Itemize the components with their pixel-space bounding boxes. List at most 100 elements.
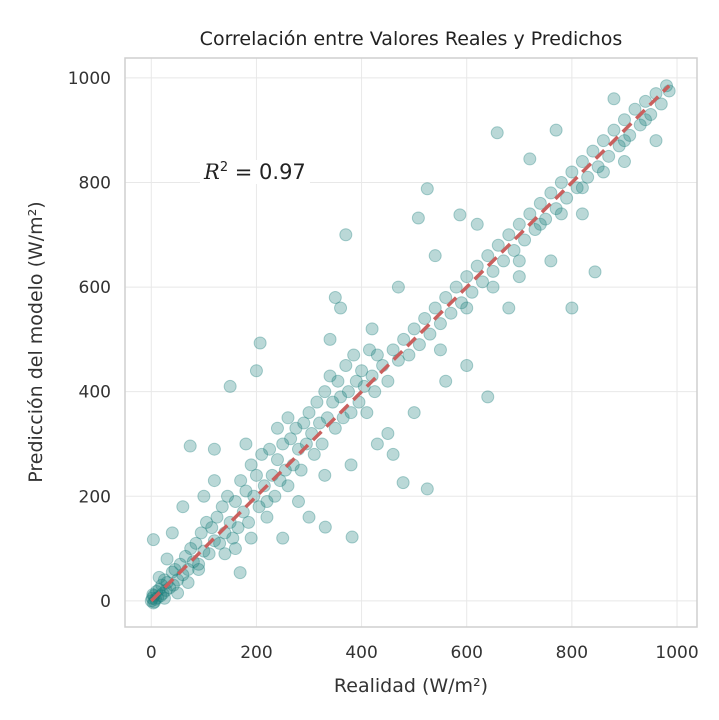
data-point (570, 181, 584, 195)
data-point (617, 155, 631, 169)
data-point (244, 531, 258, 545)
data-point (402, 348, 416, 362)
data-point (260, 494, 274, 508)
y-tick-label: 200 (79, 487, 111, 507)
x-tick-label: 600 (451, 643, 483, 663)
data-point (549, 202, 563, 216)
data-point (420, 182, 434, 196)
data-point (334, 301, 348, 315)
data-point (263, 442, 277, 456)
data-point (297, 416, 311, 430)
data-point (565, 165, 579, 179)
data-point (147, 589, 161, 603)
data-point (649, 134, 663, 148)
data-point (470, 217, 484, 231)
data-point (234, 474, 248, 488)
data-point (218, 547, 232, 561)
data-point (617, 134, 631, 148)
data-point (252, 500, 266, 514)
data-point (607, 92, 621, 106)
data-point (344, 458, 358, 472)
data-point (341, 385, 355, 399)
data-point (221, 489, 235, 503)
data-point (249, 364, 263, 378)
r-squared-annotation: R2 = 0.97 (200, 160, 310, 184)
data-point (344, 406, 358, 420)
data-point (365, 322, 379, 336)
data-point (539, 212, 553, 226)
data-point (205, 521, 219, 535)
data-point (533, 196, 547, 210)
data-point (231, 521, 245, 535)
data-point (607, 123, 621, 137)
data-point (328, 421, 342, 435)
data-point (460, 359, 474, 373)
data-point (151, 591, 165, 605)
data-point (192, 557, 206, 571)
data-point (186, 555, 200, 569)
data-point (575, 155, 589, 169)
data-point (331, 374, 345, 388)
data-point (490, 126, 504, 140)
data-point (391, 280, 405, 294)
data-point (428, 249, 442, 263)
data-point (549, 123, 563, 137)
data-point (470, 259, 484, 273)
data-point (207, 534, 221, 548)
data-point (396, 476, 410, 490)
data-point (244, 458, 258, 472)
data-point (439, 291, 453, 305)
data-point (428, 301, 442, 315)
data-point (423, 327, 437, 341)
data-point (199, 515, 213, 529)
data-point (544, 254, 558, 268)
chart-title: Correlación entre Valores Reales y Predi… (199, 28, 623, 50)
data-point (591, 160, 605, 174)
data-point (407, 322, 421, 336)
data-point (345, 530, 359, 544)
data-point (210, 510, 224, 524)
data-point (381, 426, 395, 440)
data-point (407, 406, 421, 420)
plot-frame (124, 57, 698, 628)
data-point (502, 301, 516, 315)
data-point (370, 437, 384, 451)
data-point (302, 510, 316, 524)
data-point (502, 228, 516, 242)
data-point (302, 406, 316, 420)
data-point (439, 374, 453, 388)
data-point (357, 379, 371, 393)
data-point (528, 223, 542, 237)
data-point (444, 306, 458, 320)
data-point (326, 395, 340, 409)
data-point (276, 531, 290, 545)
data-point (207, 442, 221, 456)
data-point (192, 562, 206, 576)
data-point (460, 301, 474, 315)
x-tick-label: 200 (240, 643, 272, 663)
data-point (236, 505, 250, 519)
data-point (554, 207, 568, 221)
data-point (486, 280, 500, 294)
data-point (291, 494, 305, 508)
data-point (633, 118, 647, 132)
data-point (223, 379, 237, 393)
reference-line (150, 84, 671, 603)
data-point (318, 385, 332, 399)
data-point (476, 275, 489, 289)
data-point (165, 526, 179, 540)
data-point (512, 254, 526, 268)
data-point (176, 500, 190, 514)
data-point (281, 479, 295, 493)
data-point (260, 510, 274, 524)
r-squared-exponent: 2 (219, 160, 229, 175)
data-point (420, 482, 434, 496)
data-point (596, 134, 610, 148)
data-point (233, 566, 247, 580)
data-point (581, 170, 595, 184)
data-point (623, 128, 637, 142)
x-tick-label: 800 (556, 643, 588, 663)
data-point (146, 533, 160, 547)
data-point (181, 576, 195, 590)
